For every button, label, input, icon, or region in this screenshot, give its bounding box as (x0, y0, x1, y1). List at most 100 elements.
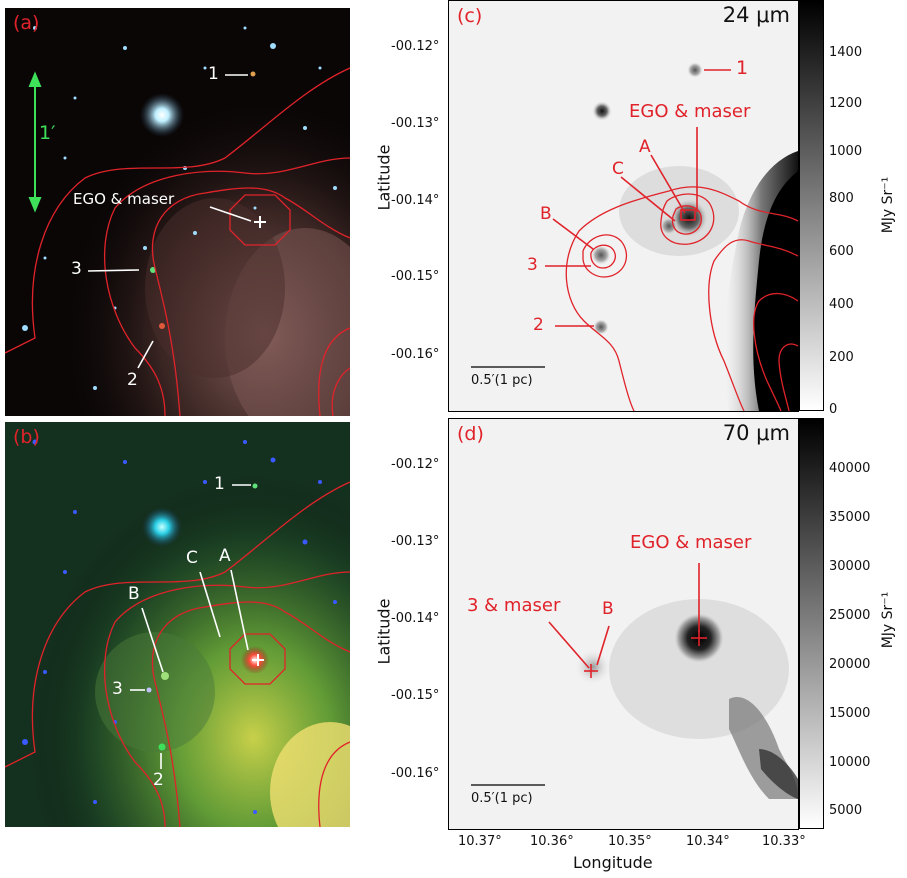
leader-lines-a (87, 74, 252, 369)
panel-c-wavelength: 24 μm (722, 3, 790, 27)
source-3-cross-d (584, 664, 598, 678)
source-2 (593, 319, 609, 335)
source-1-marker (250, 71, 256, 77)
cbar-c-tick-2: 400 (829, 297, 854, 312)
label-c: C (612, 159, 624, 179)
source-1-label: 1 (208, 64, 219, 84)
cbar-c-tick-3: 600 (829, 244, 854, 259)
xtick-3: 10.34° (686, 834, 730, 849)
ytick-c-3: -00.15° (391, 269, 440, 284)
cbar-d-tick-2: 15000 (829, 706, 871, 721)
ytick-d-4: -00.16° (391, 766, 440, 781)
cbar-c-tick-1: 200 (829, 350, 854, 365)
source-2-marker (159, 323, 165, 329)
panel-a-label: (a) (13, 12, 40, 34)
bright-star (140, 93, 184, 137)
contours-c (565, 186, 798, 411)
ego-maser-label: EGO & maser (630, 532, 752, 553)
source-1-label: 1 (214, 474, 225, 494)
cbar-c-tick-7: 1400 (829, 45, 863, 60)
label-a: A (639, 137, 651, 157)
ytick-d-2: -00.14° (391, 611, 440, 626)
x-axis-label: Longitude (573, 853, 653, 872)
source-1-label: 1 (736, 57, 749, 79)
contours-a (5, 67, 350, 416)
ego-marker-c (680, 209, 696, 221)
panel-c-image-layer (471, 62, 798, 411)
leader-lines-c (545, 69, 731, 327)
cbar-d-tick-5: 30000 (829, 559, 871, 574)
xtick-1: 10.36° (530, 834, 574, 849)
ytick-d-0: -00.12° (391, 457, 440, 472)
scalebar-label: 0.5′(1 pc) (471, 791, 533, 806)
ego-maser-label: EGO & maser (629, 101, 751, 122)
y-axis-label-bottom: Latitude (374, 598, 394, 665)
scalebar-label: 0.5′(1 pc) (471, 373, 533, 388)
source-3-label: 3 (71, 259, 82, 279)
panel-b-image-layer (5, 422, 350, 827)
nebula-diffuse (145, 198, 285, 378)
cbar-d-tick-3: 20000 (829, 657, 871, 672)
ego-maser-label: EGO & maser (73, 190, 175, 208)
leader-lines-b (130, 484, 251, 769)
cbar-d-tick-4: 25000 (829, 608, 871, 623)
source-3-maser-label: 3 & maser (467, 595, 561, 616)
label-b: B (540, 204, 552, 224)
cbar-c-tick-4: 800 (829, 191, 854, 206)
colorbar-c-label: MJy Sr⁻¹ (880, 176, 896, 234)
cbar-d-tick-0: 5000 (829, 803, 863, 818)
panel-a-rgb-image: (a) 1′ 1 EGO & maser 3 2 (5, 8, 350, 416)
nebula-bright-region (270, 722, 350, 827)
ytick-c-2: -00.14° (391, 193, 440, 208)
panel-a-image-layer (5, 8, 350, 416)
cbar-d-tick-6: 35000 (829, 510, 871, 525)
source-2-label: 2 (533, 315, 544, 335)
source-3-label: 3 (527, 255, 538, 275)
cbar-d-tick-1: 10000 (829, 755, 871, 770)
ytick-d-1: -00.13° (391, 534, 440, 549)
panel-c-label: (c) (457, 5, 483, 27)
label-b: B (602, 599, 614, 619)
source-3 (591, 245, 611, 265)
cbar-c-tick-0: 0 (829, 402, 838, 417)
ytick-c-4: -00.16° (391, 347, 440, 362)
colorbar-d (799, 418, 824, 829)
source-3-marker (146, 687, 152, 693)
region-b-marker (161, 672, 169, 680)
cbar-d-tick-7: 40000 (829, 461, 871, 476)
label-b: B (128, 584, 140, 604)
ytick-c-0: -00.12° (391, 39, 440, 54)
xtick-2: 10.35° (608, 834, 652, 849)
scale-label-1-arcmin: 1′ (39, 122, 56, 144)
xtick-4: 10.33° (762, 834, 806, 849)
source-3-label: 3 (112, 679, 123, 699)
filament-dark (759, 749, 798, 799)
source-2-label: 2 (127, 370, 138, 390)
xtick-0: 10.37° (458, 834, 502, 849)
star-field (22, 439, 337, 814)
panel-b-label: (b) (13, 426, 40, 448)
source-c (660, 217, 678, 235)
cbar-c-tick-6: 1200 (829, 96, 863, 111)
source-1 (687, 62, 703, 78)
source-2-marker (158, 743, 166, 751)
colorbar-d-label: MJy Sr⁻¹ (880, 591, 896, 649)
panel-d-image-layer (471, 563, 798, 799)
region-b-diffuse (95, 632, 215, 752)
ytick-d-3: -00.15° (391, 688, 440, 703)
label-c: C (186, 548, 198, 568)
panel-c-24um-image: (c) 24 μm 1 EGO & maser A C B 3 2 0.5′(1… (448, 0, 799, 412)
saturated-emission-region (753, 171, 798, 411)
ego-cross-a (254, 216, 266, 228)
leader-lines-d (548, 563, 700, 669)
field-source (592, 101, 612, 121)
panel-d-wavelength: 70 μm (722, 421, 790, 445)
colorbar-c (799, 0, 824, 411)
cbar-c-tick-5: 1000 (829, 144, 863, 159)
star-field (22, 26, 337, 390)
ego-cross-b (252, 654, 264, 666)
panel-b-rgb-image: (b) 1 A C B 3 2 (5, 422, 350, 827)
panel-d-70um-image: (d) 70 μm EGO & maser 3 & maser B 0.5′(1… (448, 418, 799, 830)
contours-b (5, 481, 350, 827)
bright-star (142, 507, 182, 547)
